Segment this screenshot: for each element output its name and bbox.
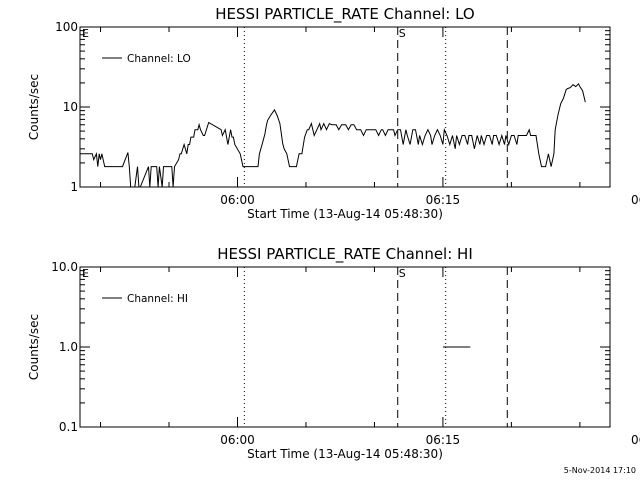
y-tick-label: 1.0 [59, 340, 78, 354]
y-tick-label: 10 [63, 100, 78, 114]
corner-marker-label: E [82, 267, 89, 280]
plots-layer: HESSI PARTICLE_RATE Channel: LO 1 10 100 06:… [27, 5, 640, 461]
y-tick-label: 100 [55, 20, 78, 34]
legend-label: Channel: LO [127, 53, 191, 65]
x-axis-label: Start Time (13-Aug-14 05:48:30) [247, 447, 443, 461]
corner-marker-label: E [82, 27, 89, 40]
y-axis-label: Counts/sec [27, 74, 41, 140]
series-line [80, 82, 586, 188]
x-tick-label: 06:00 [220, 433, 255, 447]
marker-label: S [399, 267, 406, 280]
x-tick-label: 06:15 [426, 433, 461, 447]
x-axis-label: Start Time (13-Aug-14 05:48:30) [247, 207, 443, 221]
legend-label: Channel: HI [127, 293, 188, 305]
chart-title: HESSI PARTICLE_RATE Channel: HI [217, 245, 473, 264]
chart-panel-0: HESSI PARTICLE_RATE Channel: LO 1 10 100 06:… [27, 5, 640, 221]
x-tick-label: 06:15 [426, 193, 461, 207]
x-tick-label: 06:30 [631, 193, 640, 207]
x-tick-label: 06:00 [220, 193, 255, 207]
chart-title: HESSI PARTICLE_RATE Channel: LO [215, 5, 474, 24]
y-tick-label: 10.0 [51, 260, 78, 274]
y-tick-label: 0.1 [59, 420, 78, 434]
y-axis-label: Counts/sec [27, 314, 41, 380]
y-tick-label: 1 [70, 180, 78, 194]
timestamp-stamp: 5-Nov-2014 17:10 [564, 466, 636, 475]
x-tick-label: 06:30 [631, 433, 640, 447]
chart-panel-1: HESSI PARTICLE_RATE Channel: HI 0.1 1.0 10.… [27, 245, 640, 461]
marker-label: S [399, 27, 406, 40]
